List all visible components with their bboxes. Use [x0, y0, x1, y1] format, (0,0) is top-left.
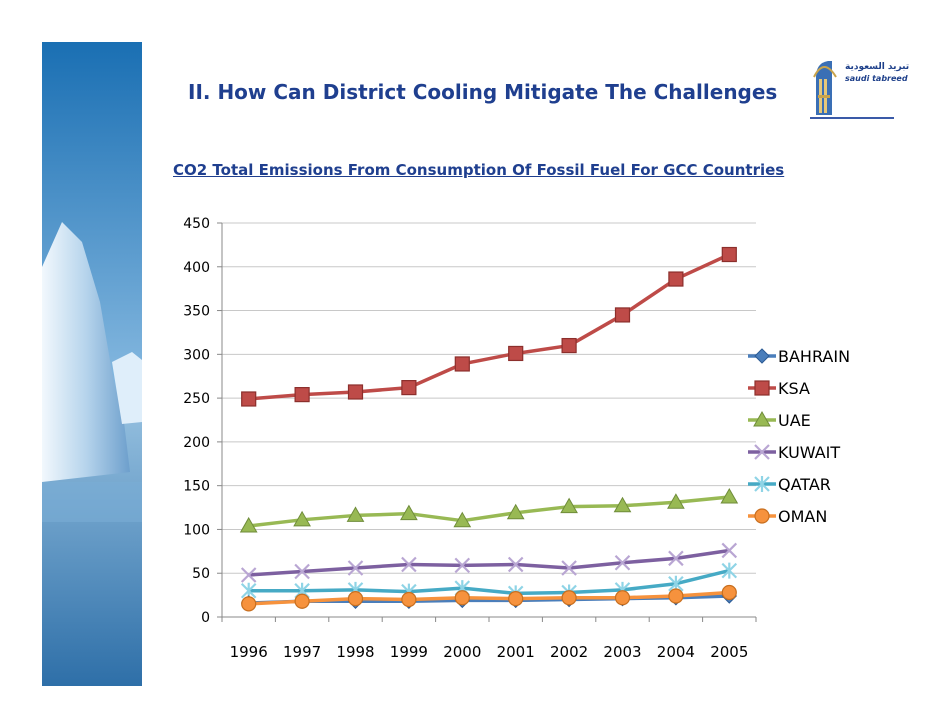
series-ksa	[241, 246, 737, 407]
data-point	[347, 591, 364, 607]
legend-marker	[754, 508, 770, 524]
data-point	[561, 590, 577, 606]
x-tick-label: 2004	[657, 643, 695, 661]
x-tick-label: 2000	[443, 643, 481, 661]
data-point	[294, 387, 310, 403]
data-point	[560, 497, 578, 514]
legend-marker	[754, 444, 770, 460]
data-point	[720, 488, 739, 504]
data-point	[239, 516, 258, 533]
legend-label: BAHRAIN	[778, 347, 850, 366]
data-point	[454, 557, 471, 574]
x-tick-label: 1999	[390, 643, 428, 661]
data-point	[240, 567, 257, 583]
legend-item-qatar: QATAR	[748, 475, 831, 494]
legend-item-uae: UAE	[748, 410, 811, 430]
legend-marker	[753, 410, 771, 427]
data-point	[294, 593, 310, 609]
data-point	[614, 590, 631, 606]
data-point	[454, 590, 470, 606]
data-point	[508, 345, 524, 362]
y-tick-label: 400	[183, 260, 210, 276]
series-lines	[239, 246, 739, 612]
data-point	[400, 504, 418, 521]
data-point	[346, 506, 365, 522]
y-tick-label: 350	[183, 304, 210, 320]
legend-label: KUWAIT	[778, 443, 840, 462]
series-oman	[241, 584, 737, 612]
legend-label: QATAR	[778, 475, 831, 494]
slide-title: II. How Can District Cooling Mitigate Th…	[188, 80, 778, 104]
logo-text-arabic: تبريد السعودية	[845, 62, 910, 72]
y-tick-label: 50	[192, 566, 210, 582]
y-tick-label: 100	[183, 522, 210, 538]
data-point	[507, 556, 524, 573]
chart-title: CO2 Total Emissions From Consumption Of …	[173, 161, 785, 179]
x-tick-label: 2005	[710, 643, 748, 661]
legend-item-bahrain: BAHRAIN	[748, 347, 850, 366]
data-point	[721, 562, 738, 579]
data-point	[401, 556, 417, 573]
logo-text-english: saudi tabreed	[845, 74, 908, 83]
y-tick-label: 300	[183, 347, 210, 363]
data-point	[241, 391, 257, 407]
data-point	[721, 584, 737, 601]
data-point	[508, 591, 524, 607]
data-point	[614, 554, 631, 571]
x-tick-label: 1998	[336, 643, 374, 661]
legend-marker	[754, 348, 770, 364]
y-tick-label: 0	[201, 610, 210, 626]
data-point	[401, 591, 417, 608]
x-tick-label: 2003	[603, 643, 641, 661]
data-point	[668, 588, 684, 604]
data-point	[561, 337, 577, 354]
x-tick-label: 2001	[497, 643, 535, 661]
data-point	[561, 560, 577, 576]
series-line	[248, 548, 730, 577]
data-point	[668, 550, 684, 567]
legend-label: OMAN	[778, 507, 827, 526]
data-point	[401, 380, 417, 396]
legend-item-ksa: KSA	[748, 379, 810, 398]
series-uae	[239, 488, 739, 533]
legend-item-kuwait: KUWAIT	[748, 443, 840, 462]
series-line	[248, 252, 731, 401]
axes: 0 50 100 150 200 250 300 350 400 450 1996 1997 1998 1…	[183, 216, 757, 661]
data-point	[454, 356, 470, 372]
legend-marker	[754, 476, 770, 492]
data-point	[614, 307, 631, 323]
data-point	[506, 503, 525, 520]
legend-label: UAE	[778, 411, 811, 430]
x-tick-label: 1996	[230, 643, 268, 661]
series-kuwait	[240, 542, 738, 583]
legend-item-oman: OMAN	[748, 507, 827, 526]
x-tick-label: 2002	[550, 643, 588, 661]
series-line	[248, 495, 730, 528]
y-tick-label: 200	[183, 435, 210, 451]
legend: BAHRAIN KSA UAE KUWAIT QATAR OMAN	[748, 347, 850, 526]
data-point	[347, 560, 364, 576]
y-tick-label: 450	[183, 216, 210, 232]
data-point	[347, 384, 364, 400]
data-point	[667, 493, 685, 509]
data-point	[613, 496, 632, 513]
data-point	[241, 596, 257, 612]
data-point	[668, 271, 684, 287]
tabreed-logo	[810, 61, 894, 119]
x-tick-label: 1997	[283, 643, 321, 661]
data-point	[453, 511, 472, 528]
series-line	[248, 568, 730, 596]
series-line	[248, 590, 730, 606]
y-tick-label: 150	[183, 479, 210, 495]
y-tick-label: 250	[183, 391, 210, 407]
iceberg-photo	[42, 42, 142, 686]
data-point	[721, 542, 738, 559]
data-point	[294, 563, 310, 580]
legend-label: KSA	[778, 379, 810, 398]
data-point	[721, 246, 737, 263]
grid-lines	[222, 222, 756, 574]
legend-marker	[754, 380, 770, 396]
data-point	[293, 510, 311, 527]
